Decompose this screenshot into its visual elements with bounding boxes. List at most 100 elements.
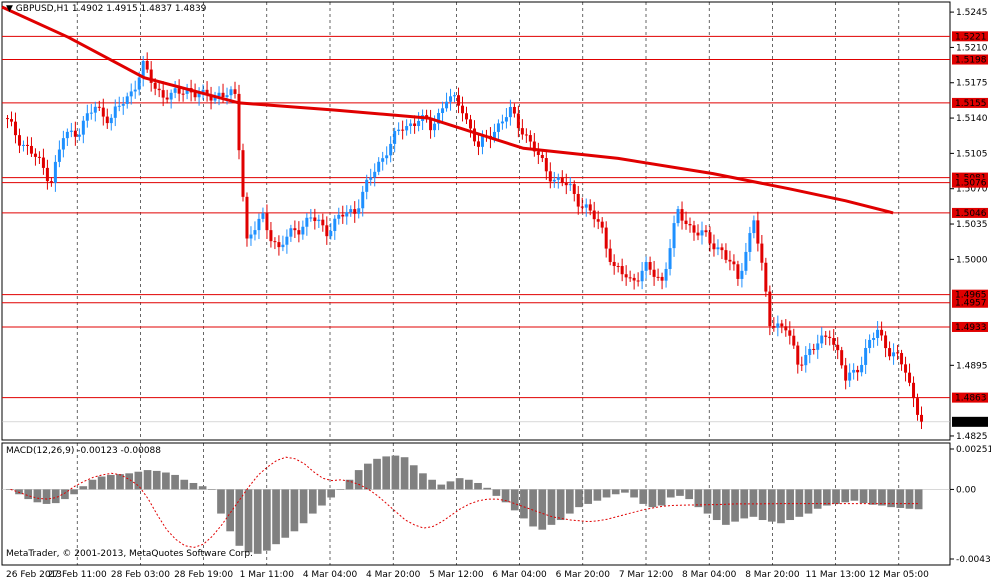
- candle-body: [265, 213, 269, 231]
- candle-body: [409, 123, 413, 127]
- candle-body: [740, 270, 744, 279]
- candle-body: [137, 77, 141, 90]
- candle-body: [840, 350, 844, 366]
- candle-body: [688, 223, 692, 226]
- price-level-tag: [952, 321, 988, 332]
- candle-body: [257, 218, 261, 231]
- candle-body: [229, 89, 233, 96]
- macd-histogram-bar: [777, 489, 785, 524]
- macd-histogram-bar: [722, 489, 730, 525]
- macd-histogram-bar: [24, 489, 33, 500]
- macd-histogram-bar: [281, 489, 290, 538]
- macd-y-tick-label: 0.00251: [956, 445, 991, 455]
- macd-histogram-bar: [657, 489, 666, 506]
- candle-body: [768, 291, 772, 327]
- candle-body: [864, 347, 868, 365]
- macd-histogram-bar: [584, 489, 593, 504]
- macd-histogram-bar: [345, 479, 354, 490]
- candle-body: [249, 234, 253, 239]
- candle-body: [692, 225, 696, 233]
- candle-body: [321, 219, 325, 226]
- macd-histogram-bar: [703, 489, 712, 514]
- price-level-label: 1.5155: [955, 99, 987, 109]
- macd-histogram-bar: [676, 489, 684, 496]
- candle-body: [672, 223, 676, 249]
- candle-body: [269, 230, 273, 242]
- candle-body: [512, 106, 516, 114]
- candle-body: [309, 217, 313, 219]
- macd-histogram-bar: [354, 470, 363, 490]
- candle-body: [824, 335, 828, 337]
- candle-body: [580, 206, 584, 208]
- candle-body: [109, 117, 113, 124]
- chart-header: ▼ GBPUSD,H1 1.4902 1.4915 1.4837 1.4839: [6, 4, 206, 14]
- candle-body: [401, 129, 405, 131]
- x-tick-label: 28 Feb 03:00: [111, 570, 170, 580]
- candle-body: [17, 135, 21, 146]
- candle-body: [57, 149, 61, 162]
- candle-body: [856, 369, 860, 373]
- macd-histogram-bar: [547, 489, 556, 525]
- macd-histogram-bar: [510, 489, 519, 511]
- candle-body: [293, 228, 297, 231]
- candle-body: [516, 113, 520, 129]
- candle-body: [21, 144, 25, 146]
- macd-histogram-bar: [868, 489, 877, 505]
- candle-body: [804, 355, 808, 366]
- macd-histogram-bar: [648, 489, 657, 508]
- macd-histogram-bar: [804, 489, 813, 514]
- macd-histogram-bar: [832, 489, 840, 504]
- candle-body: [93, 106, 97, 113]
- dropdown-triangle-icon[interactable]: ▼: [6, 4, 13, 14]
- macd-histogram-bar: [143, 470, 152, 490]
- price-level-label: 1.4933: [955, 323, 987, 333]
- macd-histogram-bar: [189, 482, 198, 490]
- macd-histogram-bar: [474, 482, 482, 490]
- candle-body: [860, 364, 864, 373]
- macd-histogram-bar: [795, 489, 804, 517]
- candle-body: [461, 105, 465, 114]
- candle-body: [241, 150, 245, 197]
- candle-body: [41, 157, 45, 168]
- macd-histogram-bar: [896, 489, 905, 508]
- y-tick-label: 1.4825: [956, 432, 988, 442]
- candle-body: [648, 262, 652, 270]
- candle-body: [13, 121, 17, 136]
- candle-body: [65, 131, 69, 139]
- candle-body: [664, 268, 668, 281]
- candle-body: [393, 131, 397, 144]
- candle-body: [660, 276, 664, 281]
- candle-body: [568, 184, 572, 186]
- y-tick-label: 1.5000: [956, 255, 988, 265]
- macd-histogram-bar: [621, 489, 629, 493]
- candle-body: [89, 112, 93, 114]
- macd-histogram-bar: [437, 484, 446, 490]
- x-tick-label: 5 Mar 12:00: [429, 570, 484, 580]
- macd-histogram-bar: [529, 489, 537, 527]
- macd-histogram-bar: [666, 489, 675, 498]
- macd-histogram-bar: [419, 473, 427, 490]
- candle-body: [676, 209, 680, 224]
- candle-body: [752, 220, 756, 234]
- candle-body: [457, 95, 461, 106]
- candle-body: [373, 171, 377, 178]
- macd-histogram-bar: [520, 489, 528, 519]
- candle-body: [816, 343, 820, 350]
- candle-body: [105, 116, 109, 124]
- candle-body: [808, 348, 812, 356]
- candle-body: [197, 92, 201, 98]
- candle-body: [788, 330, 792, 336]
- candle-body: [608, 248, 612, 262]
- candle-body: [756, 220, 760, 244]
- candle-body: [361, 191, 365, 209]
- candle-body: [337, 214, 341, 219]
- candle-body: [776, 323, 780, 328]
- macd-histogram-bar: [593, 489, 602, 501]
- candle-body: [73, 130, 77, 137]
- last-price-tag: [952, 416, 988, 427]
- x-tick-label: 7 Mar 12:00: [619, 570, 674, 580]
- candle-body: [640, 270, 644, 282]
- macd-histogram-bar: [336, 489, 345, 490]
- candle-body: [209, 95, 213, 101]
